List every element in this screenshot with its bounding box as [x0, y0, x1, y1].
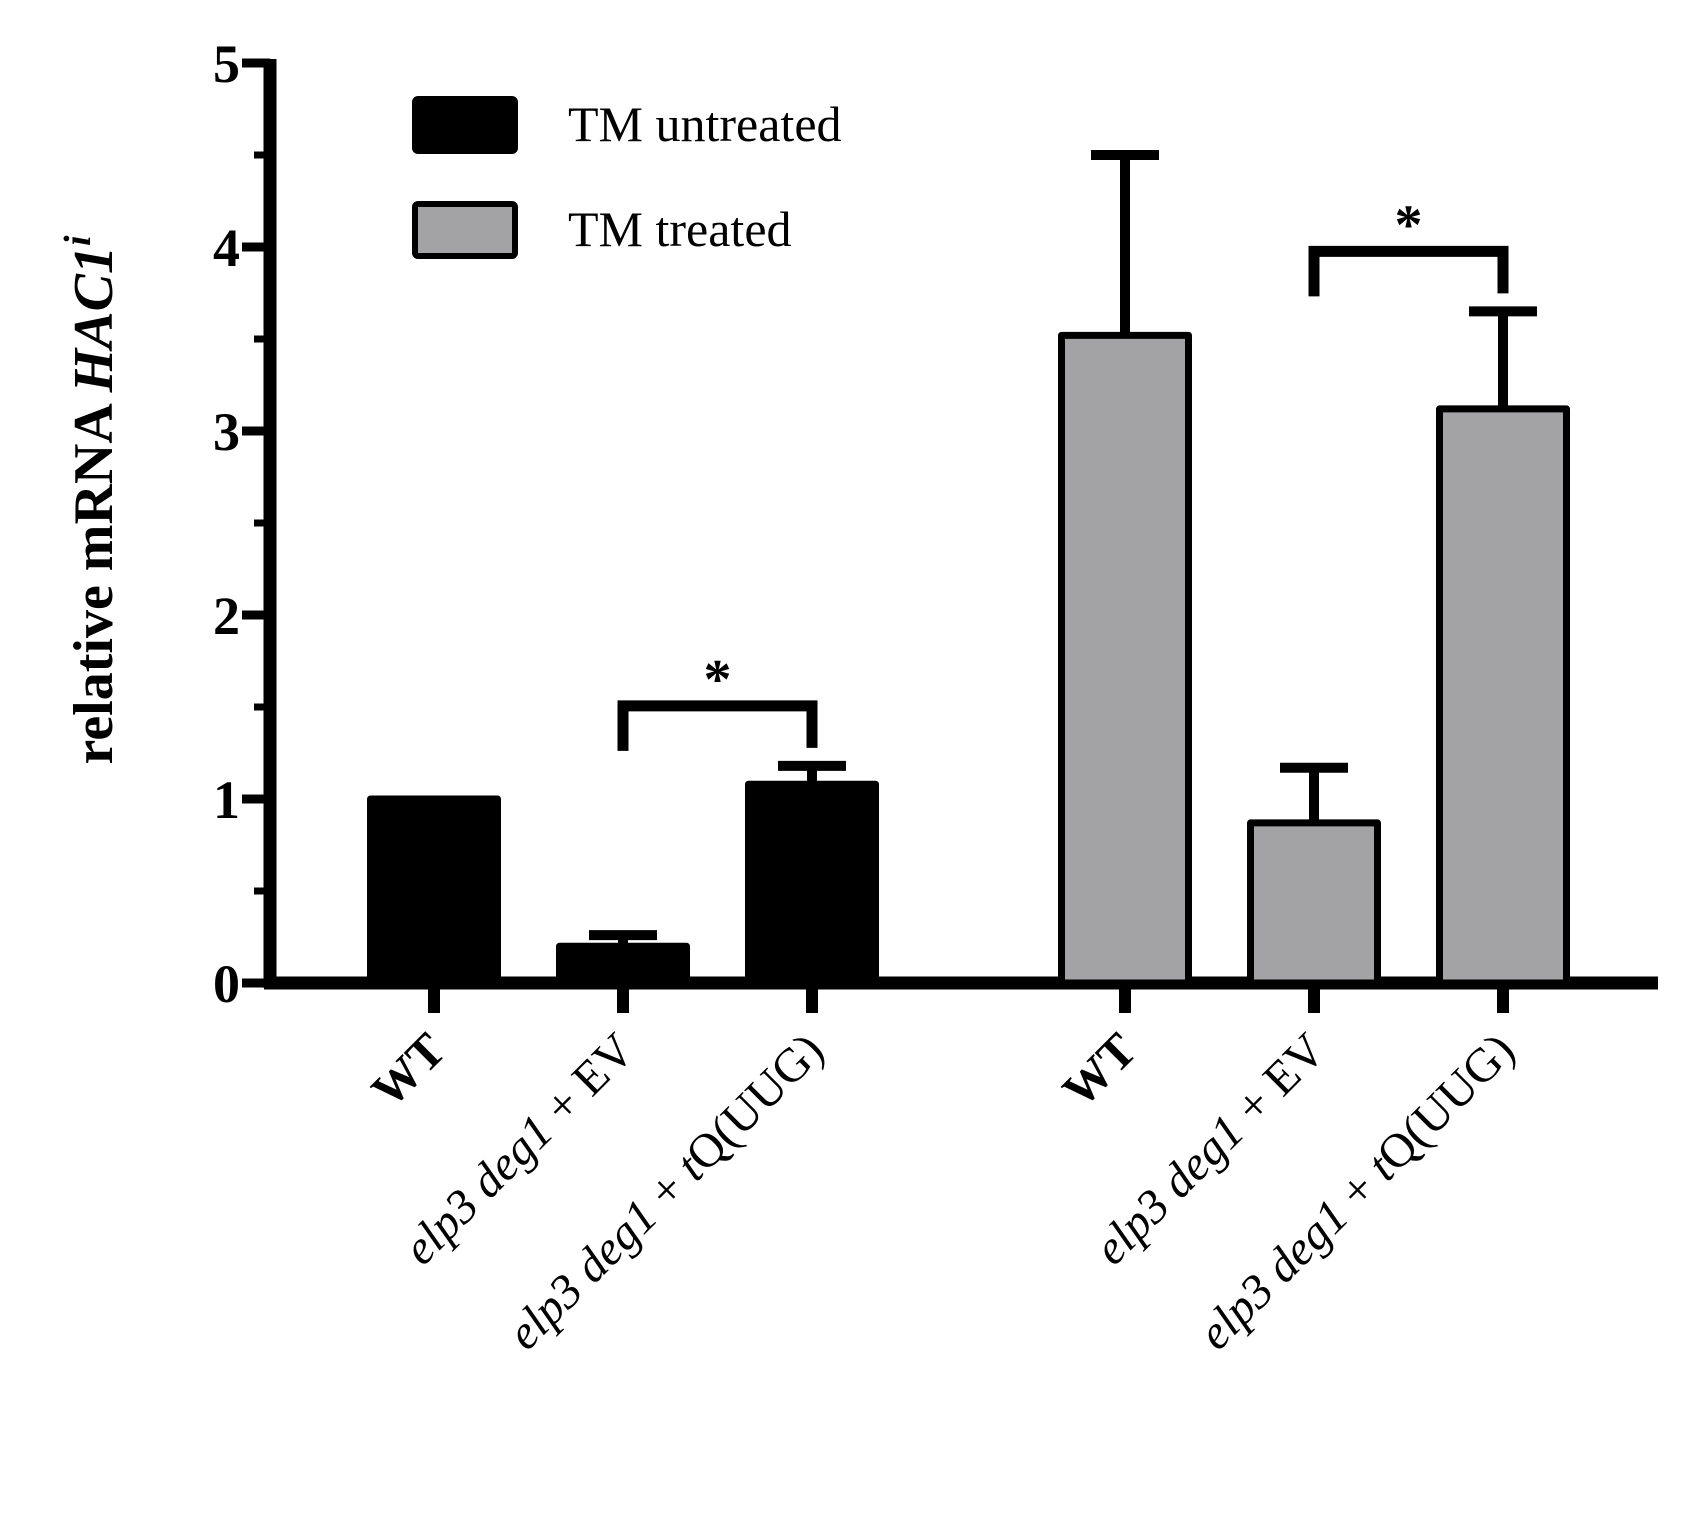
y-axis-label-text: relative mRNA [63, 392, 125, 764]
y-tick-label: 2 [213, 586, 240, 646]
legend-swatch [412, 201, 518, 259]
category-label-part: elp3 deg1 [1188, 1190, 1358, 1360]
legend-label: TM treated [568, 201, 792, 257]
category-label: elp3 deg1 + tQ(UUG) [1188, 1023, 1525, 1360]
category-label: WT [1053, 1023, 1147, 1117]
y-tick-label: 5 [213, 34, 240, 94]
category-label-part: elp3 deg1 [497, 1190, 667, 1360]
y-tick-label: 4 [213, 218, 240, 278]
significance-label: * [1395, 194, 1423, 256]
category-label-part: WT [362, 1023, 456, 1117]
category-label: WT [362, 1023, 456, 1117]
legend: TM untreated TM treated [412, 96, 842, 259]
bar [745, 780, 879, 987]
category-label: elp3 deg1 + tQ(UUG) [497, 1023, 834, 1360]
bar [1058, 331, 1192, 987]
legend-label: TM untreated [568, 96, 842, 152]
legend-swatch [412, 96, 518, 154]
category-label-part: Q(UUG) [676, 1023, 834, 1181]
category-label-part: elp3 deg1 [1084, 1105, 1254, 1275]
significance-label: * [704, 649, 732, 711]
y-tick-label: 3 [213, 402, 240, 462]
y-tick-label: 0 [213, 954, 240, 1014]
y-axis-label-superscript: i [57, 235, 99, 246]
significance-bracket [617, 700, 818, 751]
bar [556, 942, 690, 987]
y-axis-label: relative mRNA HAC1i [57, 235, 125, 764]
category-label-part: Q(UUG) [1367, 1023, 1525, 1181]
bars-layer [367, 150, 1570, 987]
category-label-part: WT [1053, 1023, 1147, 1117]
category-label-part: elp3 deg1 [393, 1105, 563, 1275]
y-axis-label-gene: HAC1 [63, 246, 125, 393]
y-tick-label: 1 [213, 770, 240, 830]
bar [367, 795, 501, 987]
bar [1436, 405, 1570, 987]
significance-bracket [1308, 245, 1509, 297]
bar [1247, 819, 1381, 987]
